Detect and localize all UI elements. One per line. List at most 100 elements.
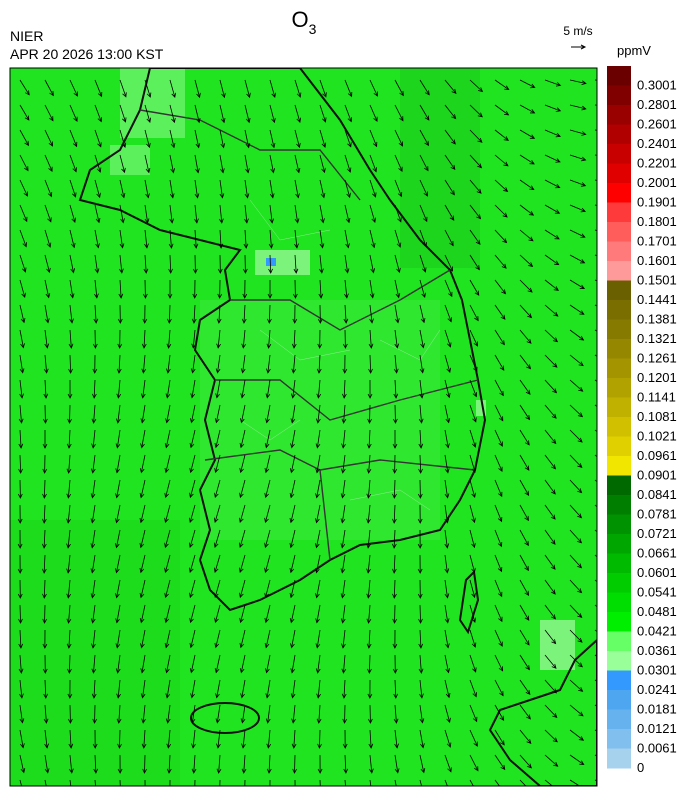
wind-arrow [66, 629, 72, 649]
wind-arrow [90, 529, 96, 549]
wind-arrow [289, 579, 296, 599]
colorbar-segment [607, 358, 631, 379]
wind-arrow [242, 254, 248, 274]
wind-arrow [94, 79, 103, 98]
wind-arrow [444, 254, 453, 272]
wind-arrow [344, 129, 352, 148]
colorbar-label: 0.0961 [637, 448, 677, 463]
wind-arrow [469, 304, 479, 322]
wind-arrow [319, 129, 327, 148]
wind-arrow [494, 379, 504, 397]
wind-scale-arrow [571, 44, 587, 50]
wind-arrow [391, 529, 397, 549]
wind-arrow [244, 204, 249, 224]
wind-arrow [94, 204, 101, 224]
wind-arrow [290, 429, 296, 449]
wind-arrow [569, 129, 587, 136]
wind-arrow [544, 179, 561, 189]
wind-arrow [91, 379, 97, 399]
wind-arrow [569, 654, 583, 668]
wind-arrow [190, 704, 196, 724]
wind-arrow [469, 329, 478, 347]
wind-arrow [417, 554, 423, 574]
wind-arrow [293, 279, 298, 299]
wind-arrow [419, 729, 425, 749]
wind-arrow [469, 79, 484, 93]
wind-arrow [469, 554, 476, 574]
wind-arrow [164, 529, 171, 549]
wind-arrow [291, 704, 296, 724]
wind-arrow [544, 229, 560, 240]
wind-arrow [115, 654, 121, 674]
wind-arrow [264, 429, 271, 449]
wind-arrow [294, 229, 299, 249]
wind-arrow [419, 129, 429, 147]
wind-arrow [544, 654, 557, 669]
wind-arrow [189, 429, 196, 449]
wind-arrow [342, 729, 348, 749]
colorbar-label: 0.2801 [637, 97, 677, 112]
wind-arrow [519, 454, 530, 471]
wind-arrow [469, 179, 482, 194]
wind-arrow [68, 354, 73, 374]
wind-arrow [569, 729, 585, 741]
colorbar-segment [607, 495, 631, 515]
wind-arrow [265, 654, 271, 674]
wind-arrows [17, 79, 597, 786]
wind-arrow [342, 329, 348, 349]
wind-arrow [519, 304, 533, 319]
colorbar-label: 0 [637, 760, 644, 775]
wind-arrow [19, 379, 24, 399]
wind-arrow [494, 204, 508, 218]
wind-arrow [494, 579, 503, 598]
wind-arrow [343, 304, 349, 324]
wind-arrow [369, 754, 374, 774]
wind-arrow [244, 779, 246, 786]
colorbar-segment [607, 378, 631, 398]
wind-arrow [393, 379, 399, 399]
wind-arrow [66, 604, 72, 624]
wind-arrow [239, 629, 246, 649]
wind-arrow [239, 479, 246, 499]
wind-arrow [419, 354, 425, 374]
wind-arrow [319, 179, 326, 199]
colorbar-segment [607, 631, 631, 652]
wind-arrow [393, 704, 399, 724]
wind-arrow [194, 179, 200, 199]
wind-arrow [569, 304, 585, 315]
wind-arrow [214, 654, 221, 674]
wind-arrow [494, 279, 507, 295]
wind-arrow [544, 529, 556, 545]
wind-arrow [90, 504, 96, 524]
wind-arrow [44, 754, 50, 774]
wind-arrow [289, 504, 296, 524]
wind-arrow [116, 354, 122, 374]
wind-arrow [393, 679, 399, 699]
wind-arrow [19, 179, 28, 197]
colorbar-label: 0.0541 [637, 585, 677, 600]
wind-arrow [393, 404, 398, 424]
wind-arrow [266, 329, 272, 349]
wind-arrow [144, 179, 150, 199]
colorbar-segment [607, 748, 631, 769]
wind-arrow [118, 279, 124, 299]
colorbar-label: 0.1801 [637, 214, 677, 229]
wind-arrow [93, 304, 99, 324]
wind-arrow [92, 354, 98, 374]
colorbar-segment [607, 534, 631, 554]
wind-arrow [164, 429, 171, 449]
wind-arrow [67, 404, 72, 424]
colorbar-label: 0.3001 [637, 78, 677, 93]
wind-arrow [315, 479, 321, 499]
wind-arrow [114, 529, 121, 549]
wind-arrow [544, 354, 558, 368]
colorbar-segment [607, 163, 631, 184]
wind-arrow [191, 729, 196, 749]
wind-arrow [369, 304, 374, 324]
wind-arrow [91, 679, 97, 699]
wind-arrow [19, 129, 29, 147]
wind-arrow [369, 279, 375, 299]
wind-arrow [519, 479, 530, 497]
wind-arrow [42, 629, 48, 649]
wind-arrow [267, 279, 273, 299]
